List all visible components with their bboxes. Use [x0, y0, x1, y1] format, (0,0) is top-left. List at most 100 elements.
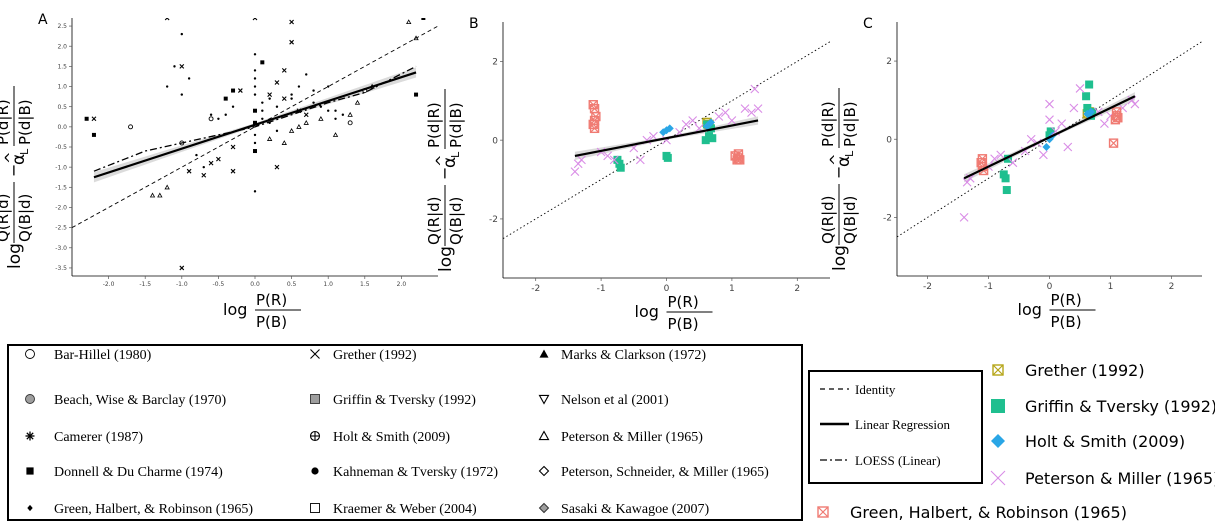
- y-tick-label: 0.0: [57, 124, 67, 131]
- legend-marker: [538, 430, 550, 441]
- colored-legend-item: Griffin & Tversky (1992): [991, 397, 1215, 416]
- data-point: [665, 124, 674, 133]
- data-point: [266, 136, 273, 141]
- y-tick-label: 0: [886, 135, 892, 145]
- y-log: log: [5, 243, 25, 269]
- data-point: [274, 80, 280, 85]
- x-tick-label: 1: [729, 284, 735, 294]
- legend-marker: [310, 503, 320, 513]
- data-point: [1082, 92, 1091, 101]
- y-tick-label: -2: [489, 215, 498, 225]
- x-tick-label: 2: [794, 284, 800, 294]
- data-point: [281, 140, 287, 145]
- line-legend-box: [808, 370, 983, 484]
- data-point: [253, 77, 257, 80]
- data-point: [164, 18, 170, 21]
- x-den: P(B): [1051, 313, 1082, 331]
- x-tick-label: -1: [597, 284, 606, 294]
- x-num: P(R): [1051, 291, 1082, 309]
- legend-marker: [25, 349, 35, 359]
- data-point: [252, 18, 258, 21]
- y-tick-label: -1.5: [55, 184, 67, 191]
- data-point: [327, 109, 330, 112]
- plot-area: [72, 18, 438, 271]
- data-point: [663, 153, 672, 162]
- study-legend-item: Nelson et al (2001): [538, 393, 669, 408]
- data-point: [1108, 138, 1119, 148]
- y-tick-label: 2.0: [57, 43, 67, 50]
- data-point: [231, 105, 235, 108]
- y-tick-label: -1.0: [55, 164, 67, 171]
- study-legend-item: Bar-Hillel (1980): [25, 348, 152, 363]
- colored-legend-item: Holt & Smith (2009): [991, 432, 1185, 451]
- regression-line: [93, 71, 417, 179]
- legend-label: Camerer (1987): [54, 430, 143, 445]
- x-den: P(B): [256, 313, 287, 331]
- data-point: [253, 53, 257, 56]
- y-tick-label: 0: [492, 136, 498, 146]
- data-point: [318, 115, 324, 121]
- data-point: [231, 88, 236, 93]
- y-minus: −: [435, 167, 454, 180]
- y-num2: P(d|R): [0, 99, 12, 145]
- x-tick-label: 1.0: [323, 281, 333, 288]
- data-point: [268, 97, 271, 100]
- line-legend-item: Linear Regression: [820, 417, 950, 432]
- data-point: [261, 101, 264, 104]
- y-alpha: α: [9, 154, 29, 165]
- data-point: [260, 60, 265, 65]
- data-point: [253, 108, 257, 113]
- line-legend-item: Identity: [820, 382, 896, 397]
- panel-letter: C: [863, 16, 873, 32]
- data-point: [275, 105, 279, 108]
- study-legend: Bar-Hillel (1980) Beach, Wise & Barclay (…: [7, 344, 803, 521]
- data-point: [179, 63, 185, 69]
- x-den: P(B): [668, 315, 699, 333]
- data-point: [1130, 99, 1140, 109]
- y-tick-label: 1.0: [57, 84, 67, 91]
- x-num: P(R): [668, 293, 699, 311]
- data-point: [1085, 80, 1094, 89]
- legend-marker: [992, 364, 1004, 376]
- x-tick-label: 0.5: [287, 281, 297, 288]
- y-sub: L: [449, 151, 462, 158]
- legend-label: Peterson & Miller (1965): [561, 430, 703, 445]
- data-point: [208, 160, 214, 166]
- y-alpha: α: [834, 156, 854, 167]
- data-point: [274, 164, 280, 170]
- y-tick-label: -0.5: [55, 144, 67, 151]
- data-point: [996, 150, 1006, 160]
- legend-marker: [538, 502, 550, 514]
- data-point: [217, 117, 220, 120]
- study-legend-item: Sasaki & Kawagoe (2007): [538, 502, 709, 517]
- legend-marker: [310, 394, 320, 404]
- data-point: [747, 108, 756, 117]
- data-point: [209, 113, 213, 116]
- data-point: [1004, 154, 1013, 163]
- legend-label: Kraemer & Weber (2004): [333, 502, 477, 517]
- data-point: [1026, 134, 1036, 144]
- plot-area: [503, 41, 830, 240]
- data-point: [319, 105, 323, 108]
- data-point: [635, 155, 645, 165]
- y-den1: Q(B|d): [841, 196, 859, 244]
- colored-legend-item: Grether (1992): [992, 361, 1145, 380]
- study-legend-item: Peterson, Schneider, & Miller (1965): [538, 465, 769, 480]
- data-point: [201, 172, 207, 178]
- y-tick-label: -2.0: [55, 205, 67, 212]
- y-num1: Q(R|d): [0, 193, 12, 242]
- legend-label: Peterson & Miller (1965): [1025, 469, 1215, 488]
- x-log: log: [635, 302, 659, 321]
- x-tick-label: -2: [531, 284, 540, 294]
- study-legend-item: Holt & Smith (2009): [309, 430, 450, 445]
- data-point: [296, 124, 302, 129]
- study-legend-item: Grether (1992): [310, 348, 417, 363]
- data-point: [202, 165, 205, 169]
- x-tick-label: -2: [923, 282, 932, 292]
- y-tick-label: -3.0: [55, 245, 67, 252]
- legend-marker: [25, 431, 35, 441]
- line-legend: Identity Linear Regression LOESS (Linear): [808, 370, 983, 484]
